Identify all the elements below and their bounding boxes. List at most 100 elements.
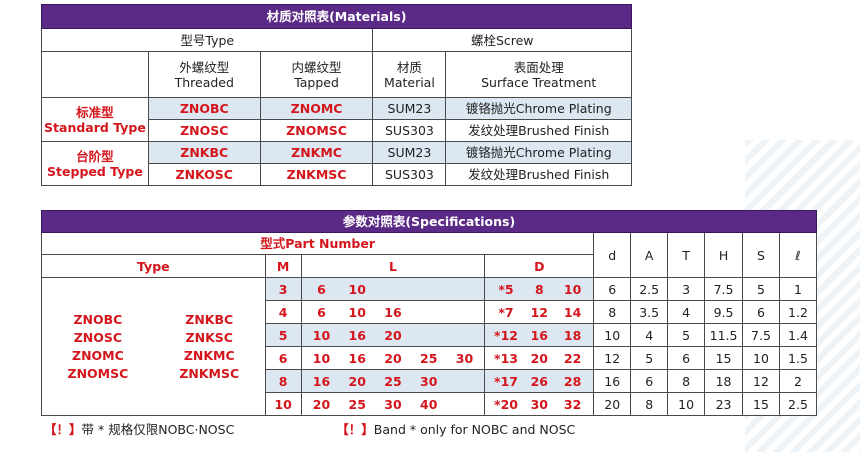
param-value: 7.5 (704, 277, 744, 301)
l-values: 10 16 20 25 30 (300, 346, 486, 370)
param-value: 9.5 (704, 300, 744, 324)
materials-table: 材质对照表(Materials) 型号Type 螺栓Screw 外螺纹型 Thre… (40, 4, 632, 186)
d-value: 32 (563, 396, 582, 412)
param-value: 11.5 (704, 323, 744, 347)
d-value: *13 (494, 350, 518, 366)
param-value: 5 (667, 323, 706, 347)
param-value: 8 (667, 369, 706, 393)
l-value: 20 (384, 350, 402, 366)
l-value (453, 397, 475, 412)
type-column-right: ZNKBC ZNKSC ZNKMC ZNKMSC (179, 311, 239, 383)
footnotes: 【！】带 * 规格仅限NOBC·NOSC 【！】Band * only for … (44, 419, 575, 438)
param-value: 6 (630, 369, 669, 393)
l-value (418, 305, 440, 320)
m-value: 4 (264, 300, 302, 324)
group-standard: 标准型 Standard Type (41, 97, 149, 142)
m-value: 6 (264, 346, 302, 370)
int-type: ZNOMC (259, 97, 374, 120)
param-value: 23 (704, 392, 744, 416)
d-value: 16 (530, 327, 549, 343)
l-value: 30 (384, 396, 402, 412)
type-name: ZNOMC (72, 347, 124, 363)
m-value: 10 (264, 392, 302, 416)
m-value: 8 (264, 369, 302, 393)
d-values: *7 12 14 (484, 300, 595, 324)
ext-type: ZNKOSC (147, 163, 261, 186)
param-value: 4 (667, 300, 706, 324)
param-value: 1 (778, 277, 818, 301)
d-value: *12 (494, 327, 518, 343)
d-values: *12 16 18 (484, 323, 595, 347)
type-name: ZNOBC (73, 311, 123, 327)
d-value: *20 (494, 396, 518, 412)
param-value: 2.5 (630, 277, 669, 301)
surface-value: 发纹处理Brushed Finish (445, 163, 632, 186)
param-value: 6 (742, 300, 780, 324)
specs-table: 参数对照表(Specifications) 型式Part Number d A … (40, 210, 818, 416)
l-value: 10 (348, 304, 366, 320)
param-value: 16 (593, 369, 632, 393)
param-header: d (593, 232, 632, 278)
material-value: SUM23 (372, 97, 447, 120)
param-value: 3.5 (630, 300, 669, 324)
materials-title: 材质对照表(Materials) (41, 4, 632, 29)
sub-material: 材质 Material (372, 51, 447, 98)
param-value: 20 (593, 392, 632, 416)
type-name: ZNKMC (183, 347, 235, 363)
param-header: ℓ (778, 232, 818, 278)
l-value: 16 (348, 350, 366, 366)
param-value: 7.5 (742, 323, 780, 347)
l-values: 6 10 (300, 277, 486, 301)
l-value: 10 (312, 350, 331, 366)
l-value (453, 328, 475, 343)
materials-col-screw: 螺栓Screw (372, 28, 632, 52)
d-header: D (484, 254, 595, 278)
param-value: 10 (593, 323, 632, 347)
l-value: 40 (420, 396, 438, 412)
param-value: 5 (742, 277, 780, 301)
param-header: T (667, 232, 706, 278)
l-value: 16 (384, 304, 402, 320)
surface-value: 发纹处理Brushed Finish (445, 119, 632, 142)
type-header: Type (41, 254, 266, 278)
param-value: 4 (630, 323, 669, 347)
param-value: 6 (667, 346, 706, 370)
d-values: *5 8 10 (484, 277, 595, 301)
param-value: 2.5 (778, 392, 818, 416)
d-value: 14 (563, 304, 582, 320)
int-type: ZNKMSC (259, 163, 374, 186)
l-value: 25 (348, 396, 366, 412)
type-name: ZNKMSC (179, 365, 240, 381)
l-value: 10 (312, 327, 331, 343)
param-value: 6 (593, 277, 632, 301)
param-value: 1.5 (778, 346, 818, 370)
type-name: ZNKBC (185, 311, 234, 327)
group-stepped: 台阶型 Stepped Type (41, 141, 149, 186)
int-type: ZNKMC (259, 141, 374, 164)
specs-title: 参数对照表(Specifications) (41, 210, 817, 233)
param-value: 1.2 (778, 300, 818, 324)
param-value: 8 (630, 392, 669, 416)
material-value: SUS303 (372, 163, 447, 186)
param-value: 10 (742, 346, 780, 370)
d-value: 10 (563, 281, 582, 297)
l-value: 20 (384, 327, 402, 343)
int-type: ZNOMSC (259, 119, 374, 142)
d-value: 28 (563, 373, 582, 389)
l-values: 10 16 20 (300, 323, 486, 347)
note-left: 带 * 规格仅限NOBC·NOSC (81, 422, 235, 437)
l-value: 25 (420, 350, 438, 366)
material-value: SUM23 (372, 141, 447, 164)
ext-type: ZNKBC (147, 141, 261, 164)
l-value (453, 305, 475, 320)
l-values: 20 25 30 40 (300, 392, 486, 416)
d-value: 12 (530, 304, 549, 320)
l-value: 10 (348, 281, 366, 297)
l-value: 30 (420, 373, 438, 389)
d-values: *17 26 28 (484, 369, 595, 393)
d-values: *20 30 32 (484, 392, 595, 416)
l-value (382, 282, 404, 297)
type-list: ZNOBC ZNOSC ZNOMC ZNOMSC ZNKBC ZNKSC ZNKMC ZNKM… (41, 277, 266, 416)
note-right: Band * only for NOBC and NOSC (373, 422, 576, 437)
m-value: 5 (264, 323, 302, 347)
